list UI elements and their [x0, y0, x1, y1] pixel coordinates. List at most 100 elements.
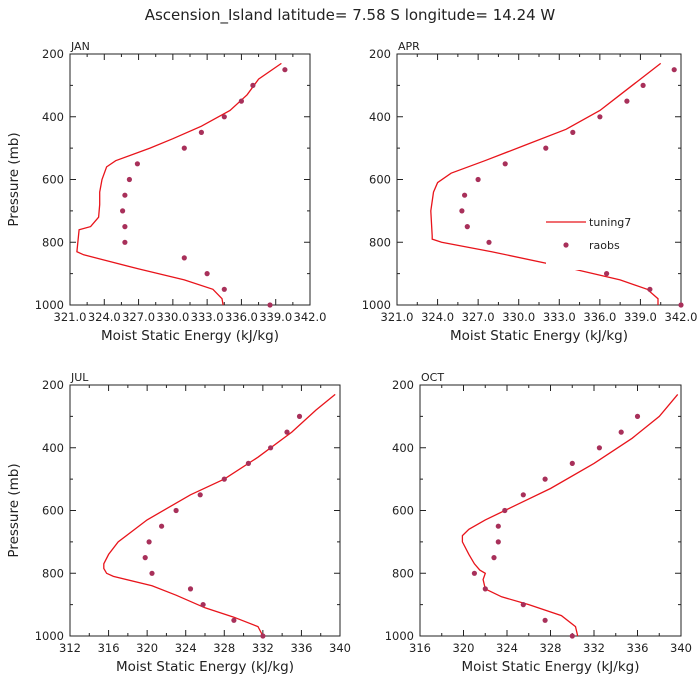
obs-point	[618, 429, 624, 435]
obs-point	[542, 617, 548, 623]
x-tick-label: 340	[670, 641, 692, 655]
x-tick-label: 321.0	[381, 310, 414, 324]
x-tick-label: 321.0	[54, 310, 87, 324]
y-tick-label: 400	[42, 110, 64, 124]
obs-point	[569, 460, 575, 466]
y-tick-label: 400	[392, 441, 414, 455]
y-tick-label: 200	[369, 47, 391, 61]
obs-point	[221, 114, 227, 120]
obs-point	[134, 161, 140, 167]
obs-point	[198, 129, 204, 135]
obs-point	[268, 445, 274, 451]
x-tick-label: 316	[409, 641, 431, 655]
x-tick-label: 342.0	[665, 310, 698, 324]
obs-point	[187, 586, 194, 592]
obs-point	[596, 445, 603, 451]
obs-point	[471, 570, 477, 576]
obs-point	[122, 224, 128, 230]
x-tick-label: 339.0	[259, 310, 292, 324]
obs-point	[250, 82, 256, 88]
y-tick-label: 200	[392, 378, 414, 392]
obs-point	[569, 633, 575, 639]
y-tick-label: 800	[369, 235, 391, 249]
obs-point	[245, 460, 251, 466]
obs-point	[491, 555, 497, 561]
obs-point	[221, 476, 227, 482]
x-axis-label: Moist Static Energy (kJ/kg)	[101, 328, 279, 344]
y-tick-label: 800	[42, 235, 64, 249]
obs-point	[502, 507, 508, 514]
panel-jan: JAN 321.0 324.0 327.0 330.0 333.0 336.0 339.0 34…	[6, 40, 326, 344]
obs-point	[238, 98, 244, 104]
legend-marker-label: raobs	[589, 239, 620, 252]
obs-point	[570, 129, 576, 135]
figure-title: Ascension_Island latitude= 7.58 S longit…	[145, 6, 556, 25]
y-tick-label: 1000	[362, 298, 391, 312]
x-tick-label: 342.0	[294, 310, 327, 324]
obs-point	[181, 145, 187, 151]
x-tick-label: 316	[98, 641, 120, 655]
x-tick-label: 340	[329, 641, 351, 655]
x-tick-label: 324	[175, 641, 197, 655]
obs-point	[678, 302, 684, 308]
y-tick-label: 1000	[35, 629, 64, 643]
x-axis-label: Moist Static Energy (kJ/kg)	[116, 659, 294, 675]
x-tick-label: 333.0	[543, 310, 576, 324]
obs-point	[495, 523, 501, 529]
obs-point	[159, 523, 165, 529]
obs-point	[520, 602, 526, 608]
legend-line-label: tuning7	[589, 216, 631, 229]
x-tick-label: 324.0	[88, 310, 121, 324]
model-profile-line	[461, 393, 679, 637]
panel-jul: JUL 312 316 320 324 328 332 336 340 200 400 600 800 1…	[6, 371, 351, 675]
obs-point	[459, 208, 465, 214]
x-tick-label: 312	[59, 641, 81, 655]
obs-point	[267, 302, 273, 308]
obs-point	[120, 208, 126, 214]
legend-marker-swatch	[563, 242, 569, 248]
panel-label: OCT	[421, 371, 444, 384]
obs-point	[482, 586, 488, 592]
panel-oct: OCT 316 320 324 328 332 336 340 200 400 600 800 1000…	[385, 371, 692, 675]
x-tick-label: 330.0	[502, 310, 535, 324]
y-tick-label: 600	[42, 173, 64, 187]
obs-point	[221, 286, 227, 292]
obs-point	[260, 633, 266, 639]
y-tick-label: 600	[42, 504, 64, 518]
obs-point	[604, 271, 610, 277]
y-tick-label: 600	[369, 173, 391, 187]
x-tick-label: 336	[627, 641, 649, 655]
y-axis-label: Pressure (mb)	[6, 132, 22, 226]
obs-point	[624, 98, 630, 104]
y-tick-label: 200	[42, 378, 64, 392]
x-axis-label: Moist Static Energy (kJ/kg)	[450, 328, 628, 344]
obs-point	[200, 602, 206, 608]
plot-frame	[69, 53, 311, 306]
x-tick-label: 332	[252, 641, 274, 655]
obs-point	[464, 224, 470, 230]
obs-point	[597, 114, 603, 120]
obs-point	[495, 539, 501, 545]
x-tick-label: 320	[453, 641, 475, 655]
obs-point	[640, 82, 646, 88]
panel-apr: APR 321.0 324.0 327.0 330.0 333.0 336.0 339.0 34…	[362, 40, 698, 344]
x-axis-label: Moist Static Energy (kJ/kg)	[462, 659, 640, 675]
obs-point	[543, 145, 549, 151]
obs-point	[284, 429, 290, 435]
model-profile-line	[103, 393, 336, 637]
y-tick-label: 200	[42, 47, 64, 61]
x-tick-label: 336	[290, 641, 312, 655]
panel-label: APR	[398, 40, 420, 53]
y-axis-label: Pressure (mb)	[6, 463, 22, 557]
model-profile-line	[430, 62, 662, 305]
obs-point	[542, 476, 548, 482]
y-tick-label: 800	[42, 566, 64, 580]
y-tick-label: 1000	[35, 298, 64, 312]
x-tick-label: 332	[583, 641, 605, 655]
legend: tuning7 raobs	[546, 212, 636, 270]
x-tick-label: 327.0	[462, 310, 495, 324]
obs-point	[462, 192, 468, 198]
y-tick-label: 400	[42, 441, 64, 455]
obs-point	[296, 413, 303, 419]
